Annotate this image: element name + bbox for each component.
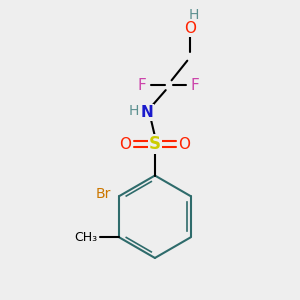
Text: F: F — [138, 78, 146, 93]
Text: Br: Br — [96, 187, 111, 201]
Text: S: S — [149, 135, 161, 153]
Text: H: H — [189, 8, 200, 22]
Text: O: O — [119, 136, 131, 152]
Text: N: N — [141, 105, 153, 120]
Text: F: F — [191, 78, 200, 93]
Text: CH₃: CH₃ — [74, 231, 98, 244]
Text: O: O — [178, 136, 190, 152]
Text: H: H — [129, 104, 140, 118]
Text: O: O — [184, 21, 196, 36]
